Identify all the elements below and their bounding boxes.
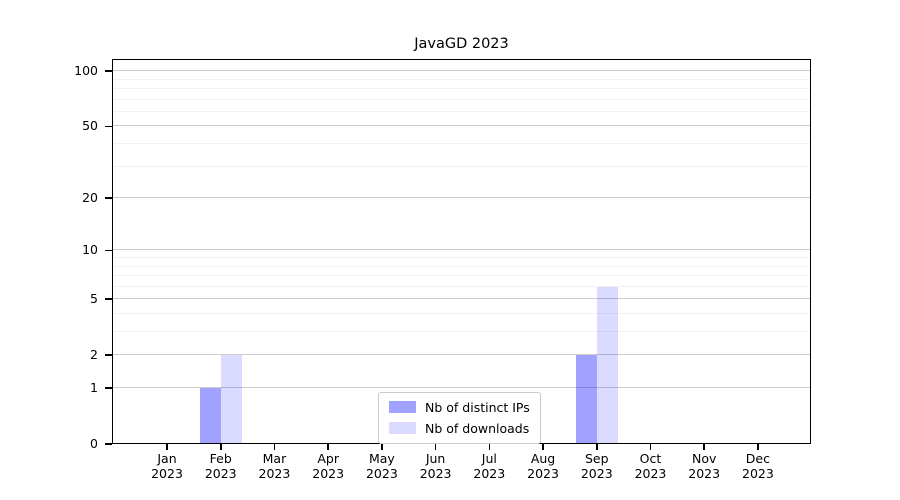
y-gridline-minor-6 [112,285,811,287]
y-tick-mark-100 [105,70,112,72]
legend-swatch-downloads [389,422,416,434]
y-tick-label-100: 100 [74,63,98,79]
y-gridline-major-2 [112,354,811,356]
y-tick-mark-20 [105,197,112,199]
legend-label-distinct-ips: Nb of distinct IPs [425,399,530,415]
legend-entry-downloads: Nb of downloads [389,419,530,437]
x-tick-label-feb-2023: Feb 2023 [204,451,237,481]
y-gridline-minor-7 [112,275,811,277]
y-gridline-major-10 [112,249,811,251]
x-tick-mark-feb-2023 [219,444,222,450]
legend-entry-distinct-ips: Nb of distinct IPs [389,398,530,416]
bar-nb-of-downloads-feb-2023 [220,355,242,444]
y-gridline-minor-8 [112,265,811,267]
x-tick-label-mar-2023: Mar 2023 [258,451,291,481]
y-gridline-minor-60 [112,110,811,112]
x-tick-label-aug-2023: Aug 2023 [527,451,559,481]
y-gridline-minor-30 [112,165,811,167]
y-gridline-minor-40 [112,143,811,145]
x-tick-mark-mar-2023 [273,444,276,450]
bar-nb-of-distinct-ips-feb-2023 [199,388,221,444]
y-tick-mark-0 [105,443,112,445]
y-gridline-minor-70 [112,98,811,100]
y-tick-label-50: 50 [82,118,98,134]
y-gridline-major-1 [112,387,811,389]
y-tick-label-2: 2 [90,347,98,363]
y-gridline-minor-9 [112,257,811,258]
y-tick-mark-5 [105,298,112,301]
x-tick-mark-jan-2023 [166,444,168,450]
y-tick-label-5: 5 [90,291,98,307]
x-tick-label-jan-2023: Jan 2023 [151,451,183,481]
y-tick-label-0: 0 [90,436,98,451]
x-tick-mark-sep-2023 [595,444,598,450]
y-tick-label-1: 1 [90,380,98,395]
x-tick-mark-nov-2023 [703,444,705,450]
x-tick-label-jul-2023: Jul 2023 [473,451,506,481]
y-tick-mark-1 [105,387,112,389]
plot-area [112,59,811,444]
x-tick-label-apr-2023: Apr 2023 [312,451,345,481]
y-tick-mark-50 [105,125,112,128]
chart-title: JavaGD 2023 [414,36,509,52]
x-tick-label-oct-2023: Oct 2023 [634,451,667,481]
x-tick-mark-jul-2023 [488,444,491,450]
y-gridline-minor-90 [112,78,811,80]
bar-nb-of-downloads-sep-2023 [596,286,618,444]
x-tick-mark-jun-2023 [434,444,437,450]
x-tick-mark-aug-2023 [542,444,544,450]
x-tick-label-nov-2023: Nov 2023 [688,451,721,481]
bar-nb-of-distinct-ips-sep-2023 [575,355,597,444]
legend-swatch-distinct-ips [389,401,416,413]
y-gridline-minor-3 [112,331,811,333]
y-gridline-minor-80 [112,88,811,90]
y-gridline-major-50 [112,125,811,127]
legend: Nb of distinct IPs Nb of downloads [378,392,541,444]
y-tick-mark-10 [105,249,112,252]
x-tick-label-dec-2023: Dec 2023 [742,451,774,481]
x-tick-mark-dec-2023 [757,444,759,450]
x-tick-mark-apr-2023 [327,444,329,450]
x-tick-mark-oct-2023 [649,444,652,450]
legend-label-downloads: Nb of downloads [425,420,530,436]
x-tick-label-sep-2023: Sep 2023 [580,451,613,481]
x-tick-label-may-2023: May 2023 [365,451,398,481]
y-gridline-major-20 [112,197,811,199]
y-gridline-minor-4 [112,313,811,314]
y-tick-mark-2 [105,354,112,357]
x-tick-mark-may-2023 [381,444,383,450]
x-tick-label-jun-2023: Jun 2023 [419,451,452,481]
y-tick-label-20: 20 [82,190,98,206]
y-gridline-major-5 [112,298,811,300]
y-tick-label-10: 10 [82,242,98,258]
y-gridline-major-100 [112,70,811,72]
